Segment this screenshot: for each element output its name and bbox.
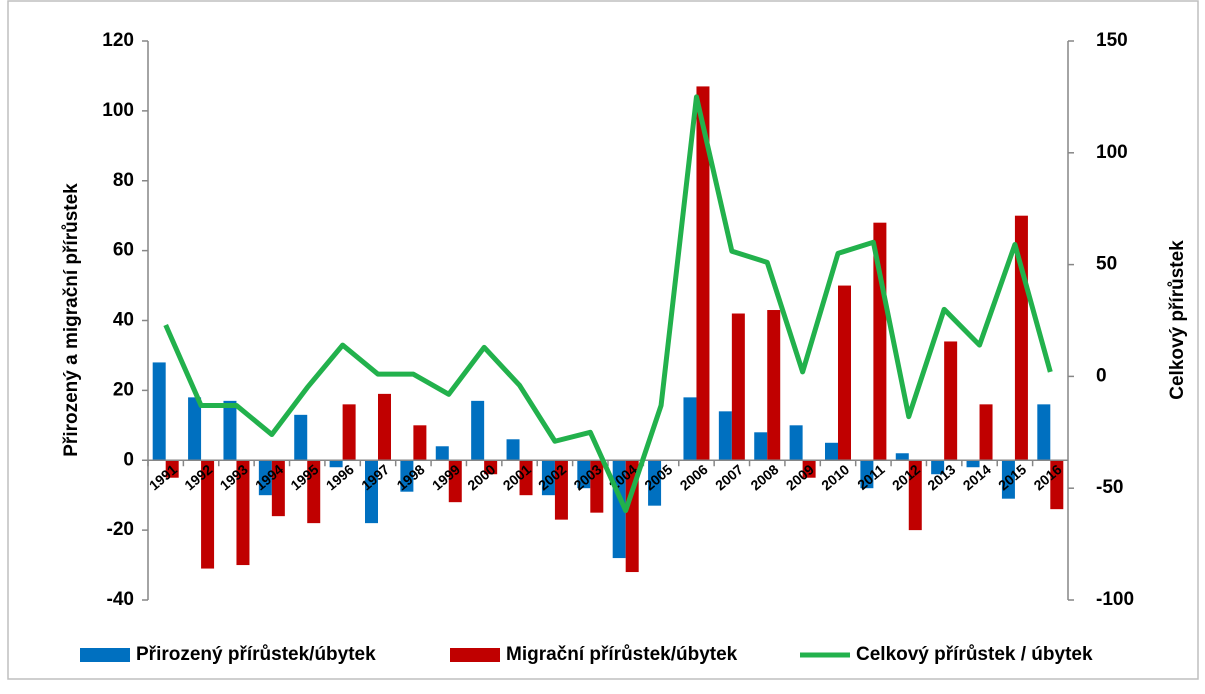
y-axis-label: Přirozený a migrační přírůstek bbox=[61, 183, 82, 457]
y2-tick-label: -100 bbox=[1096, 589, 1134, 610]
y2-tick-label: 0 bbox=[1096, 365, 1107, 386]
bar bbox=[294, 414, 308, 461]
bar bbox=[188, 397, 202, 461]
y-tick-label: 120 bbox=[102, 30, 134, 51]
bar bbox=[152, 362, 166, 461]
y2-axis-label: Celkový přírůstek bbox=[1167, 240, 1188, 400]
bar bbox=[1050, 460, 1064, 510]
y2-tick-label: 100 bbox=[1096, 142, 1128, 163]
bar bbox=[307, 460, 321, 524]
legend-label: Migrační přírůstek/úbytek bbox=[506, 644, 738, 665]
bar bbox=[718, 411, 732, 461]
bar bbox=[223, 400, 237, 461]
bar bbox=[802, 460, 816, 478]
bar bbox=[413, 425, 427, 461]
bar bbox=[165, 460, 179, 478]
bar bbox=[258, 460, 272, 496]
y-tick-label: 100 bbox=[102, 100, 134, 121]
bar bbox=[519, 460, 533, 496]
bar bbox=[329, 460, 343, 468]
bar bbox=[1001, 460, 1015, 499]
y2-tick-label: 150 bbox=[1096, 30, 1128, 51]
bar bbox=[696, 86, 710, 461]
legend-swatch bbox=[450, 648, 500, 662]
y2-tick-label: -50 bbox=[1096, 477, 1123, 498]
legend-label: Přirozený přírůstek/úbytek bbox=[136, 644, 376, 665]
bar bbox=[236, 460, 250, 566]
bar bbox=[825, 442, 838, 461]
bar bbox=[731, 313, 745, 461]
y-tick-label: -40 bbox=[107, 589, 134, 610]
bar bbox=[342, 404, 356, 461]
y-tick-label: 0 bbox=[123, 449, 134, 470]
bar bbox=[471, 400, 485, 461]
bar bbox=[1037, 404, 1051, 461]
bar bbox=[767, 310, 781, 461]
y-tick-label: 80 bbox=[113, 170, 134, 191]
legend-swatch bbox=[80, 648, 130, 662]
bar bbox=[944, 341, 958, 461]
bar bbox=[271, 460, 285, 517]
bar bbox=[201, 460, 215, 569]
bar bbox=[789, 425, 803, 461]
bar bbox=[648, 460, 662, 506]
bar bbox=[966, 460, 980, 468]
bar bbox=[895, 453, 909, 461]
y-tick-label: 60 bbox=[113, 240, 134, 261]
bar bbox=[908, 460, 922, 531]
bar bbox=[590, 460, 604, 513]
bar bbox=[860, 460, 874, 489]
bar bbox=[683, 397, 697, 461]
bar bbox=[554, 460, 568, 520]
bar bbox=[754, 432, 768, 461]
bar bbox=[506, 439, 520, 461]
legend-label: Celkový přírůstek / úbytek bbox=[856, 644, 1093, 665]
bar bbox=[365, 460, 378, 524]
bar bbox=[541, 460, 555, 496]
bar bbox=[577, 460, 591, 489]
bar bbox=[838, 285, 851, 461]
y-tick-label: -20 bbox=[107, 519, 134, 540]
line bbox=[163, 94, 1053, 514]
bar bbox=[400, 460, 414, 492]
bar bbox=[484, 460, 498, 475]
y-tick-label: 40 bbox=[113, 310, 134, 331]
bar bbox=[378, 393, 391, 461]
bar bbox=[931, 460, 945, 475]
bar bbox=[448, 460, 462, 503]
y-tick-label: 20 bbox=[113, 379, 134, 400]
bar bbox=[435, 446, 449, 461]
bar bbox=[979, 404, 993, 461]
y2-tick-label: 50 bbox=[1096, 254, 1117, 275]
